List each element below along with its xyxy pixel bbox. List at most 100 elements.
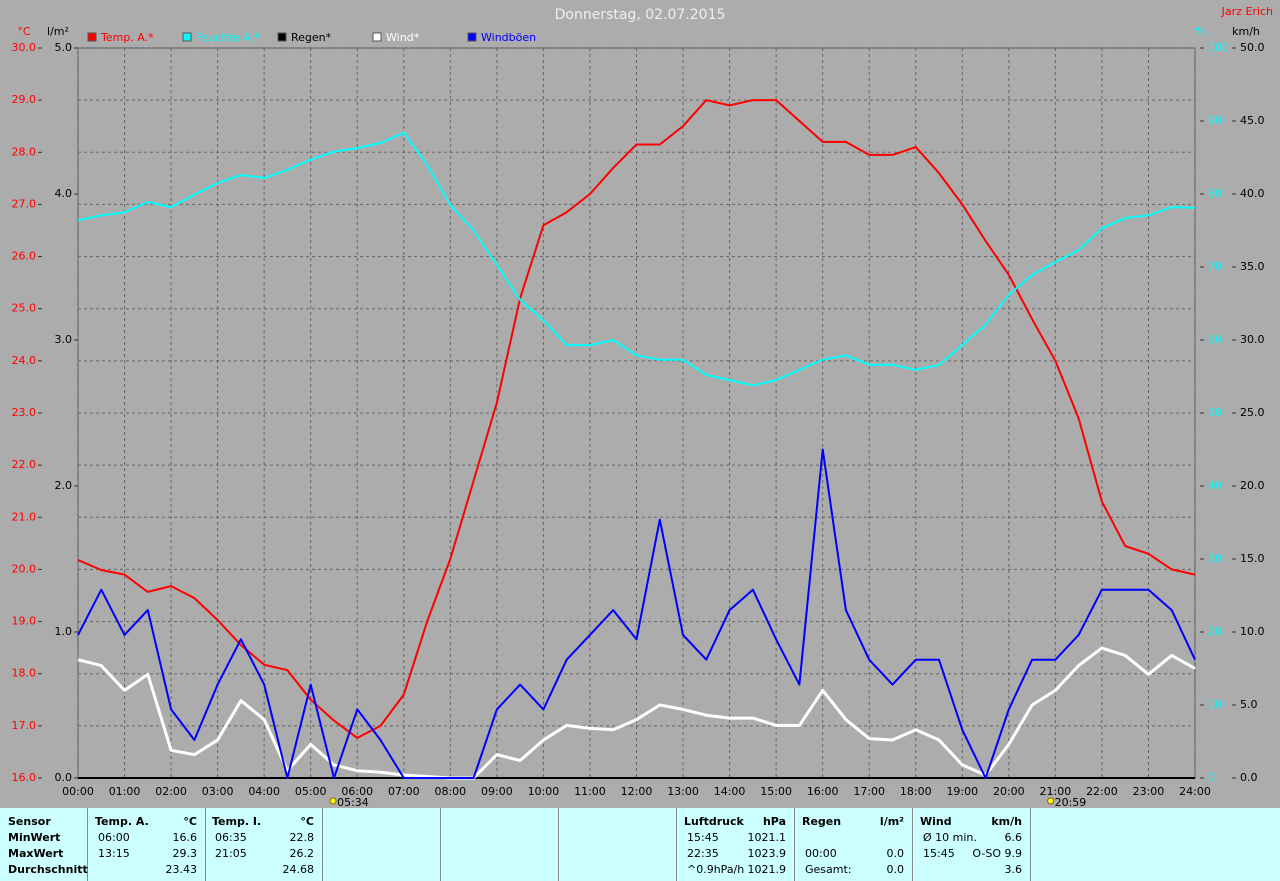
stats-value: 6.6: [1004, 831, 1023, 844]
chart: Donnerstag, 02.07.2015 Jarz Erich °C l/m…: [12, 5, 1274, 808]
y-axis-unit: °C: [17, 25, 31, 38]
x-tick-label: 23:00: [1133, 785, 1165, 798]
stats-time: Gesamt:: [805, 863, 852, 876]
x-tick-label: 24:00: [1179, 785, 1211, 798]
stats-cell: Regen l/m² 00:00 0.0 Gesamt: 0.0: [795, 808, 913, 881]
stats-value: 0.0: [886, 847, 905, 860]
y2-tick-label: 1.0: [55, 625, 73, 638]
x-tick-label: 00:00: [62, 785, 94, 798]
stats-panel: Sensor MinWert MaxWert Durchschnitt Temp. A.…: [0, 808, 1280, 881]
stats-cell-empty: [323, 808, 441, 881]
y-tick-label: 17.0: [12, 719, 37, 732]
stats-time: Ø 10 min.: [923, 831, 977, 844]
y3-tick-label: 20: [1208, 625, 1222, 638]
legend-label: Wind*: [386, 31, 420, 44]
stats-time: 22:35: [687, 847, 719, 860]
stats-value: 1021.9: [747, 863, 787, 876]
x-tick-label: 04:00: [248, 785, 280, 798]
y-tick-label: 19.0: [12, 615, 37, 628]
stats-value: O-SO 9.9: [972, 847, 1022, 860]
y4-axis-unit: km/h: [1232, 25, 1260, 38]
y-tick-label: 18.0: [12, 667, 37, 680]
stats-time: 13:15: [98, 847, 130, 860]
stats-header: Temp. A.: [95, 815, 149, 828]
y-tick-label: 30.0: [12, 41, 37, 54]
x-tick-label: 12:00: [621, 785, 653, 798]
stats-unit: °C: [183, 815, 197, 828]
x-tick-label: 08:00: [434, 785, 466, 798]
chart-title: Donnerstag, 02.07.2015: [555, 7, 726, 23]
sun-time: 05:34: [337, 796, 369, 808]
row-label: MinWert: [8, 831, 61, 844]
stats-cell: Temp. A. °C 06:00 16.6 13:15 29.3 23.43: [88, 808, 206, 881]
stats-value: 1021.1: [747, 831, 787, 844]
y2-tick-label: 5.0: [55, 41, 73, 54]
legend-label: Feuchte A.*: [196, 31, 260, 44]
y2-tick-label: 4.0: [55, 187, 73, 200]
y4-tick-label: 50.0: [1240, 41, 1265, 54]
legend-label: Temp. A.*: [100, 31, 154, 44]
y4-tick-label: 40.0: [1240, 187, 1265, 200]
stats-header: Temp. I.: [212, 815, 262, 828]
x-tick-label: 15:00: [760, 785, 792, 798]
x-tick-label: 02:00: [155, 785, 187, 798]
y-tick-label: 20.0: [12, 562, 37, 575]
x-tick-label: 10:00: [528, 785, 560, 798]
x-tick-label: 13:00: [667, 785, 699, 798]
y4-tick-label: 15.0: [1240, 552, 1265, 565]
row-label: Durchschnitt: [8, 863, 88, 876]
stats-value: 3.6: [1004, 863, 1023, 876]
series-line: [77, 131, 1196, 387]
y-tick-label: 23.0: [12, 406, 37, 419]
y-tick-label: 26.0: [12, 250, 37, 263]
x-tick-label: 17:00: [853, 785, 885, 798]
stats-value: 22.8: [289, 831, 315, 844]
x-tick-label: 06:00: [341, 785, 373, 798]
y3-tick-label: 50: [1208, 406, 1222, 419]
y4-tick-label: 25.0: [1240, 406, 1265, 419]
x-tick-label: 21:00: [1040, 785, 1072, 798]
x-tick-label: 20:00: [993, 785, 1025, 798]
y-tick-label: 22.0: [12, 458, 37, 471]
y-tick-label: 29.0: [12, 93, 37, 106]
stats-time: ^0.9hPa/h: [687, 863, 745, 876]
series-line: [77, 646, 1196, 780]
stats-unit: °C: [300, 815, 314, 828]
legend-swatch: [277, 32, 287, 42]
y-tick-label: 16.0: [12, 771, 37, 784]
stats-unit: hPa: [762, 815, 786, 828]
stats-header: Sensor: [8, 815, 51, 828]
stats-cell: Wind km/h Ø 10 min. 6.6 15:45 O-SO 9.9 3.6: [913, 808, 1031, 881]
y3-tick-label: 40: [1208, 479, 1222, 492]
stats-cell: Luftdruck hPa 15:45 1021.1 22:35 1023.9 ^0.9hP…: [677, 808, 795, 881]
y4-tick-label: 10.0: [1240, 625, 1265, 638]
legend-swatch: [467, 32, 477, 42]
x-tick-label: 18:00: [900, 785, 932, 798]
stats-time: 21:05: [215, 847, 247, 860]
series-line: [77, 99, 1196, 739]
y-tick-label: 25.0: [12, 302, 37, 315]
y3-axis-unit: %: [1195, 25, 1205, 38]
stats-value: 23.43: [165, 863, 198, 876]
legend-label: Windböen: [481, 31, 536, 44]
y3-tick-label: 10: [1208, 698, 1222, 711]
y2-tick-label: 2.0: [55, 479, 73, 492]
x-tick-label: 05:00: [295, 785, 327, 798]
y4-tick-label: 30.0: [1240, 333, 1265, 346]
stats-value: 24.68: [282, 863, 315, 876]
stats-value: 1023.9: [747, 847, 787, 860]
y3-tick-label: 30: [1208, 552, 1222, 565]
stats-time: 06:00: [98, 831, 130, 844]
y-tick-label: 21.0: [12, 510, 37, 523]
stats-value: 29.3: [172, 847, 198, 860]
author: Jarz Erich: [1221, 5, 1273, 18]
y3-tick-label: 60: [1208, 333, 1222, 346]
y-tick-label: 24.0: [12, 354, 37, 367]
legend-swatch: [87, 32, 97, 42]
y4-tick-label: 35.0: [1240, 260, 1265, 273]
y3-tick-label: 80: [1208, 187, 1222, 200]
sun-time: 20:59: [1055, 796, 1087, 808]
legend-label: Regen*: [291, 31, 332, 44]
x-tick-label: 19:00: [946, 785, 978, 798]
